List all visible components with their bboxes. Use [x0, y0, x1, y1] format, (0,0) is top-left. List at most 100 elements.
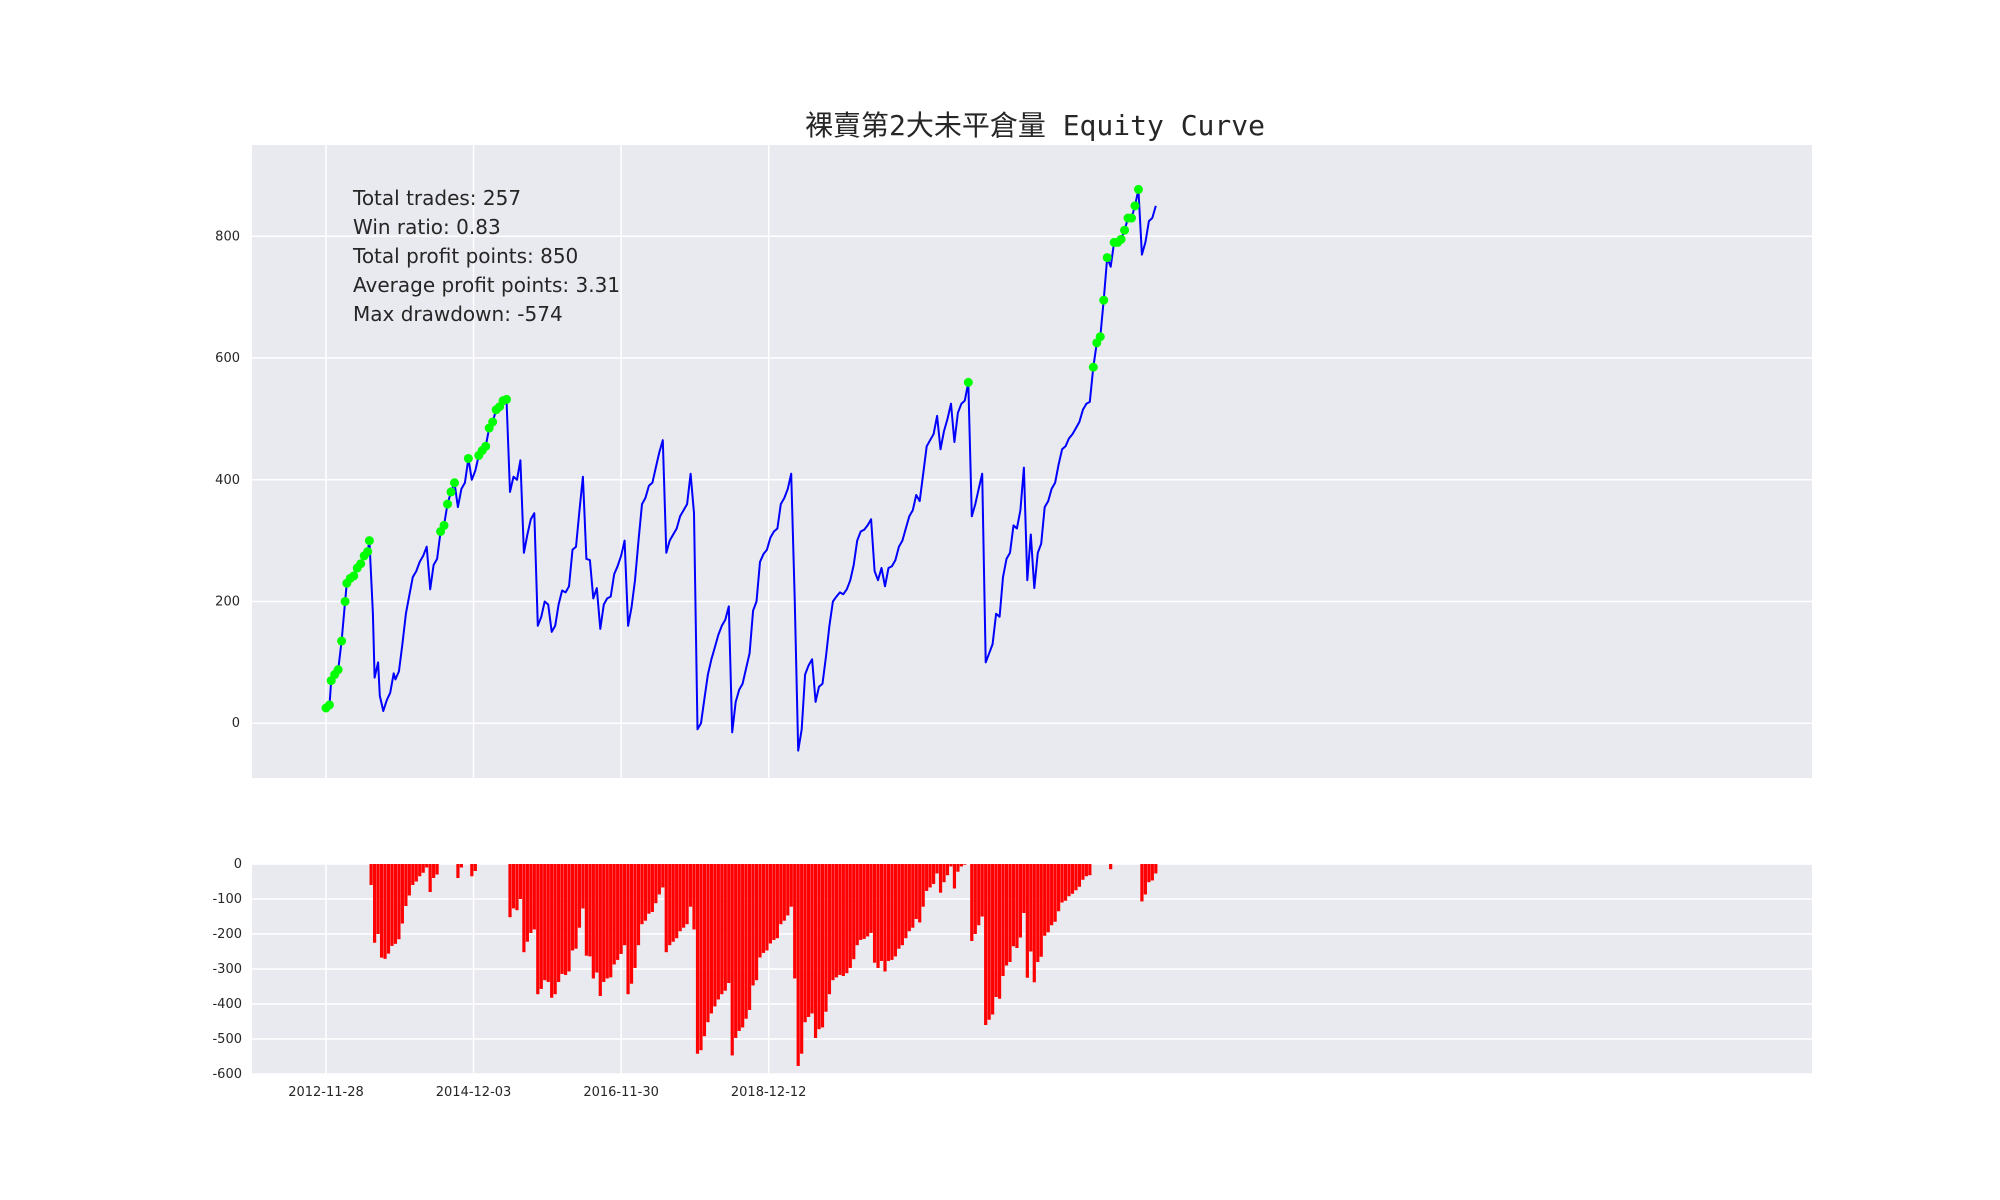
- drawdown-bar: [563, 864, 568, 975]
- drawdown-bar: [1056, 864, 1061, 912]
- drawdown-bar: [744, 864, 748, 1019]
- drawdown-bar: [518, 864, 523, 899]
- win-marker: [502, 394, 512, 404]
- drawdown-bar: [1081, 864, 1085, 880]
- drawdown-bar: [845, 864, 849, 974]
- drawdown-bar: [1053, 864, 1057, 922]
- drawdown-bar: [1018, 864, 1022, 938]
- stat-win-ratio: Win ratio: 0.83: [353, 215, 501, 239]
- drawdown-bar: [546, 864, 550, 982]
- drawdown-bar: [824, 864, 828, 1012]
- drawdown-bar: [768, 864, 773, 944]
- drawdown-bar: [654, 864, 658, 904]
- equity-line: [325, 188, 1157, 752]
- drawdown-bar: [869, 864, 873, 933]
- drawdown-bar: [543, 864, 547, 981]
- drawdown-bar: [404, 864, 408, 906]
- drawdown-bar: [1088, 864, 1092, 876]
- drawdown-bar: [945, 864, 950, 876]
- drawdown-bar: [525, 864, 529, 942]
- drawdown-bar: [688, 864, 693, 907]
- drawdown-y-tick-label: 0: [234, 857, 242, 872]
- drawdown-bar: [973, 864, 977, 934]
- drawdown-bar: [588, 864, 592, 957]
- drawdown-bar: [786, 864, 790, 916]
- win-marker: [481, 441, 491, 451]
- drawdown-bar: [657, 864, 661, 895]
- drawdown-bar: [907, 864, 911, 932]
- drawdown-bar: [650, 864, 654, 912]
- drawdown-bar: [605, 864, 609, 979]
- drawdown-bar: [702, 864, 707, 1037]
- win-marker: [439, 520, 449, 530]
- stat-average-profit: Average profit points: 3.31: [353, 273, 620, 297]
- drawdown-bar: [994, 864, 998, 997]
- winning-trade-markers: [321, 184, 1143, 713]
- win-marker: [449, 478, 459, 488]
- drawdown-bar: [838, 864, 842, 975]
- drawdown-bar: [386, 864, 391, 954]
- drawdown-bar: [643, 864, 648, 921]
- drawdown-bar: [803, 864, 807, 1023]
- drawdown-bar: [633, 864, 637, 968]
- drawdown-bar: [734, 864, 738, 1038]
- drawdown-bar: [574, 864, 578, 949]
- drawdown-bar: [820, 864, 825, 1028]
- drawdown-bar: [831, 864, 835, 981]
- drawdown-bar: [852, 864, 856, 960]
- drawdown-bar: [925, 864, 929, 891]
- drawdown-bar: [668, 864, 672, 946]
- drawdown-bar: [810, 864, 814, 1014]
- drawdown-y-tick-label: -100: [212, 892, 242, 907]
- drawdown-bar: [956, 864, 960, 872]
- drawdown-bar: [876, 864, 880, 968]
- date-x-tick-labels: 2012-11-28 2014-12-03 2016-11-30 2018-12-12: [288, 1085, 806, 1100]
- drawdown-bar: [1074, 864, 1078, 891]
- drawdown-bar: [529, 864, 533, 933]
- drawdown-bar: [1001, 864, 1005, 976]
- drawdown-bar: [616, 864, 620, 960]
- drawdown-y-tick-label: -400: [212, 997, 242, 1012]
- drawdown-bar: [862, 864, 866, 939]
- drawdown-bar: [418, 864, 422, 877]
- drawdown-bar: [963, 864, 967, 865]
- drawdown-bar: [737, 864, 741, 1031]
- drawdown-bar: [1046, 864, 1050, 933]
- drawdown-bar: [709, 864, 713, 1014]
- drawdown-bar: [890, 864, 894, 960]
- win-marker: [1102, 253, 1112, 263]
- drawdown-bars: [369, 864, 1158, 1066]
- drawdown-bar: [1140, 864, 1144, 902]
- drawdown-bar: [779, 864, 783, 925]
- drawdown-bar: [432, 864, 436, 878]
- drawdown-bar: [539, 864, 543, 989]
- drawdown-bar: [886, 864, 891, 961]
- win-marker: [337, 636, 347, 646]
- drawdown-y-tick-label: -300: [212, 962, 242, 977]
- equity-y-tick-label: 0: [232, 716, 240, 731]
- drawdown-bar: [1084, 864, 1088, 877]
- equity-line-group: [325, 188, 1157, 752]
- drawdown-bar: [508, 864, 512, 918]
- drawdown-bar: [1025, 864, 1029, 978]
- drawdown-bar: [636, 864, 641, 946]
- drawdown-bar: [584, 864, 588, 956]
- win-marker: [1116, 234, 1126, 244]
- drawdown-bar: [827, 864, 832, 995]
- drawdown-bar: [817, 864, 821, 1030]
- drawdown-bar: [397, 864, 401, 940]
- drawdown-bar: [900, 864, 904, 946]
- drawdown-bar: [1050, 864, 1054, 926]
- drawdown-bar: [782, 864, 786, 921]
- win-marker: [324, 700, 334, 710]
- drawdown-bar: [414, 864, 418, 882]
- drawdown-bar: [1004, 864, 1009, 966]
- drawdown-bar: [553, 864, 557, 995]
- stat-total-profit: Total profit points: 850: [352, 244, 578, 268]
- drawdown-bar: [893, 864, 898, 957]
- drawdown-bar: [984, 864, 988, 1025]
- drawdown-bar: [747, 864, 752, 1010]
- drawdown-bar: [1070, 864, 1075, 894]
- drawdown-bar: [970, 864, 974, 941]
